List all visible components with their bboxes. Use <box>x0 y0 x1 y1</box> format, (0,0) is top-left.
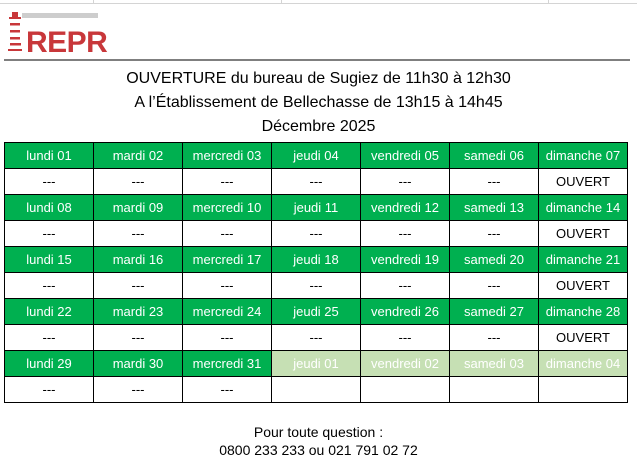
day-header: lundi 08 <box>4 194 94 221</box>
day-header: jeudi 01 <box>271 350 361 377</box>
logo-text: REPR <box>26 26 108 59</box>
day-header: vendredi 02 <box>360 350 450 377</box>
day-status: --- <box>93 376 183 403</box>
day-header: jeudi 25 <box>271 298 361 325</box>
day-header: lundi 22 <box>4 298 94 325</box>
day-status: --- <box>271 324 361 351</box>
day-status <box>360 376 450 403</box>
footer-question: Pour toute question : <box>253 424 384 440</box>
day-status <box>538 376 628 403</box>
day-header: samedi 27 <box>449 298 539 325</box>
day-header-row: lundi 15 mardi 16 mercredi 17 jeudi 18 vendr… <box>4 246 628 273</box>
day-header: jeudi 11 <box>271 194 361 221</box>
day-status: --- <box>4 324 94 351</box>
calendar-table: lundi 01 mardi 02 mercredi 03 jeudi 04 vendr… <box>4 142 628 403</box>
title-line-1: OUVERTURE du bureau de Sugiez de 11h30 à… <box>126 70 511 87</box>
day-header: mardi 23 <box>93 298 183 325</box>
day-status: --- <box>4 376 94 403</box>
day-status: --- <box>360 220 450 247</box>
day-header: mardi 02 <box>93 142 183 169</box>
day-header: vendredi 26 <box>360 298 450 325</box>
day-status: --- <box>182 168 272 195</box>
day-status: --- <box>4 220 94 247</box>
day-status <box>271 376 361 403</box>
day-header: mercredi 24 <box>182 298 272 325</box>
day-header: samedi 03 <box>449 350 539 377</box>
day-status: OUVERT <box>538 168 628 195</box>
day-header: mercredi 10 <box>182 194 272 221</box>
day-status: --- <box>449 220 539 247</box>
header-divider <box>4 59 630 61</box>
day-status: --- <box>271 220 361 247</box>
day-status: OUVERT <box>538 324 628 351</box>
day-status: --- <box>360 168 450 195</box>
day-status: --- <box>271 272 361 299</box>
day-status: --- <box>93 220 183 247</box>
day-status: --- <box>360 324 450 351</box>
day-header: dimanche 28 <box>538 298 628 325</box>
sheet-gridline <box>281 0 282 4</box>
day-header: lundi 01 <box>4 142 94 169</box>
day-header: dimanche 07 <box>538 142 628 169</box>
day-header: lundi 15 <box>4 246 94 273</box>
day-status: --- <box>360 272 450 299</box>
day-status: OUVERT <box>538 220 628 247</box>
day-header: jeudi 04 <box>271 142 361 169</box>
day-status: --- <box>182 376 272 403</box>
status-row: --- --- --- <box>4 376 628 403</box>
day-header: lundi 29 <box>4 350 94 377</box>
day-status: --- <box>182 220 272 247</box>
sheet-gridline <box>0 3 637 4</box>
day-header-row: lundi 22 mardi 23 mercredi 24 jeudi 25 vendr… <box>4 298 628 325</box>
day-header: mercredi 31 <box>182 350 272 377</box>
day-status: --- <box>182 272 272 299</box>
day-header: mardi 16 <box>93 246 183 273</box>
day-status: --- <box>93 324 183 351</box>
day-header: samedi 13 <box>449 194 539 221</box>
day-status: --- <box>449 324 539 351</box>
day-header: jeudi 18 <box>271 246 361 273</box>
day-status: --- <box>4 168 94 195</box>
footer-phone: 0800 233 233 ou 021 791 02 72 <box>219 442 418 458</box>
day-header-row: lundi 08 mardi 09 mercredi 10 jeudi 11 vendr… <box>4 194 628 221</box>
day-header: dimanche 04 <box>538 350 628 377</box>
repr-logo: REPR <box>5 10 108 58</box>
status-row: --- --- --- --- --- --- OUVERT <box>4 168 628 195</box>
day-status <box>449 376 539 403</box>
sheet-gridline <box>548 0 549 4</box>
day-header: mardi 30 <box>93 350 183 377</box>
day-status: --- <box>93 272 183 299</box>
title-line-2: A l’Établissement de Bellechasse de 13h1… <box>134 94 503 111</box>
day-header: mardi 09 <box>93 194 183 221</box>
day-status: --- <box>182 324 272 351</box>
day-header: vendredi 05 <box>360 142 450 169</box>
day-status: --- <box>449 272 539 299</box>
status-row: --- --- --- --- --- --- OUVERT <box>4 272 628 299</box>
day-header: vendredi 19 <box>360 246 450 273</box>
day-header-row: lundi 29 mardi 30 mercredi 31 jeudi 01 vendr… <box>4 350 628 377</box>
day-header-row: lundi 01 mardi 02 mercredi 03 jeudi 04 vendr… <box>4 142 628 169</box>
day-status: --- <box>93 168 183 195</box>
day-header: vendredi 12 <box>360 194 450 221</box>
day-status: --- <box>271 168 361 195</box>
day-status: OUVERT <box>538 272 628 299</box>
day-header: samedi 20 <box>449 246 539 273</box>
day-status: --- <box>4 272 94 299</box>
day-header: dimanche 14 <box>538 194 628 221</box>
sheet-gridline <box>93 0 94 4</box>
status-row: --- --- --- --- --- --- OUVERT <box>4 220 628 247</box>
title-month: Décembre 2025 <box>261 118 376 135</box>
status-row: --- --- --- --- --- --- OUVERT <box>4 324 628 351</box>
day-header: mercredi 17 <box>182 246 272 273</box>
day-header: mercredi 03 <box>182 142 272 169</box>
day-header: dimanche 21 <box>538 246 628 273</box>
day-header: samedi 06 <box>449 142 539 169</box>
day-status: --- <box>449 168 539 195</box>
lighthouse-icon <box>8 12 98 51</box>
